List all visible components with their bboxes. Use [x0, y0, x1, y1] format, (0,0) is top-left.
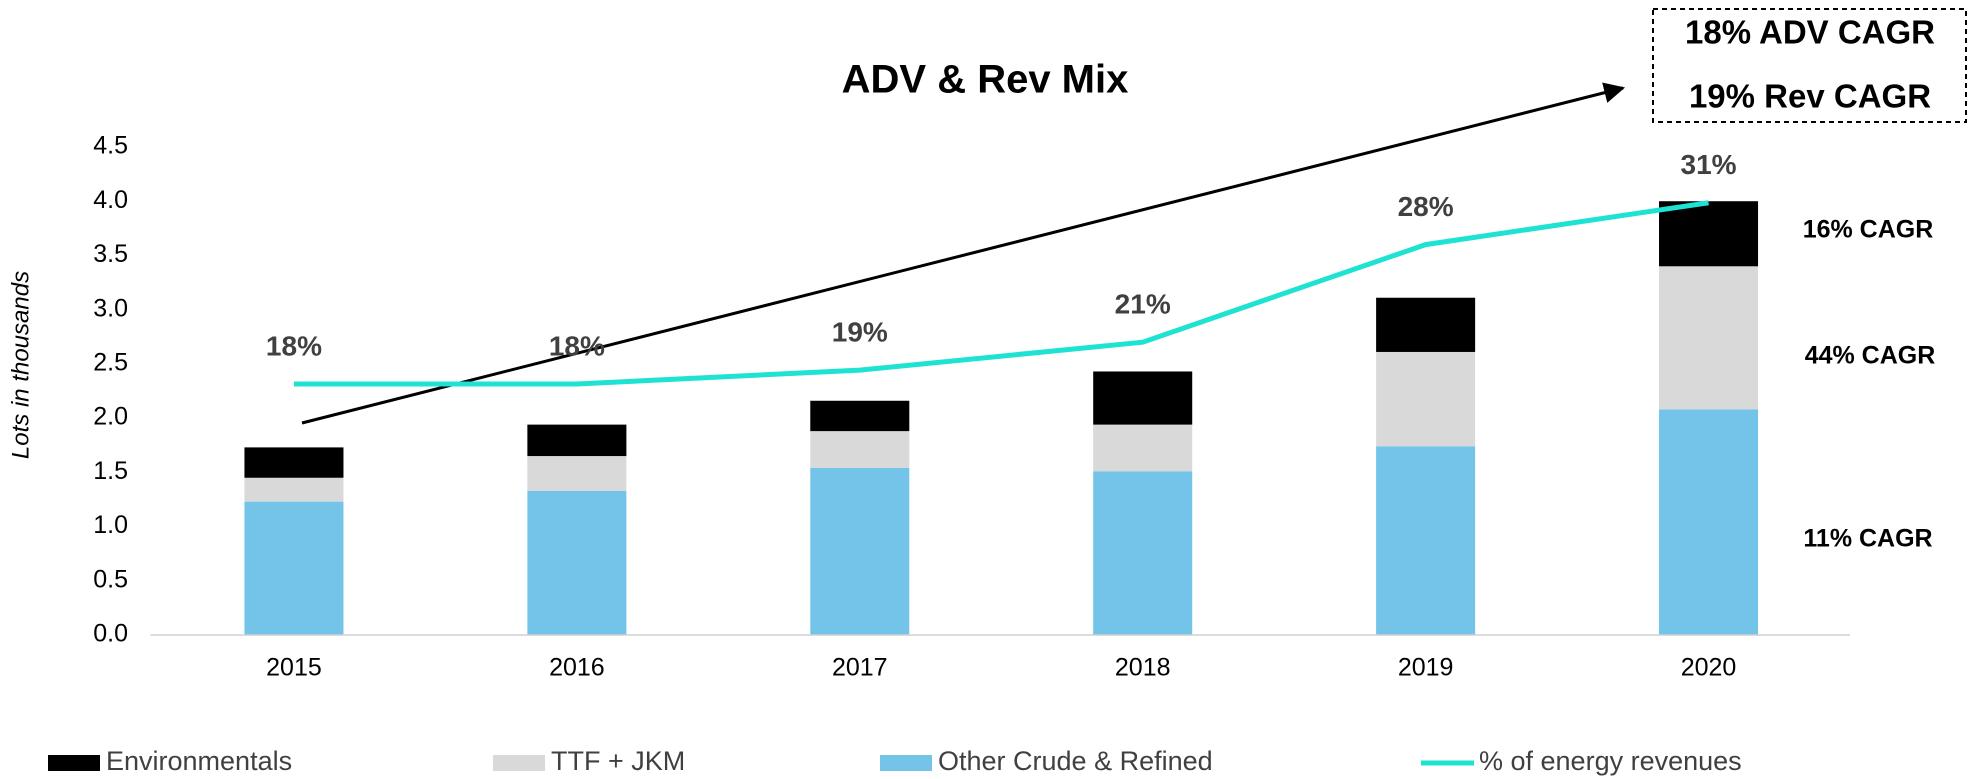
y-tick-label: 4.0 — [93, 186, 128, 214]
y-tick-label: 1.0 — [93, 511, 128, 539]
legend-label: Environmentals — [106, 746, 292, 776]
y-tick-label: 0.5 — [93, 565, 128, 593]
bar — [1376, 446, 1476, 635]
legend-swatch — [880, 755, 932, 771]
annotation: 19% Rev CAGR — [1689, 78, 1931, 115]
data-label: 19% — [832, 316, 888, 347]
y-tick-label: 3.5 — [93, 240, 128, 268]
annotation: 18% ADV CAGR — [1685, 14, 1935, 51]
data-label: 21% — [1115, 289, 1171, 320]
bar — [527, 456, 627, 491]
y-tick-label: 2.5 — [93, 348, 128, 376]
legend-label: % of energy revenues — [1479, 746, 1742, 776]
legend-label: TTF + JKM — [551, 746, 685, 776]
legend-swatch — [48, 755, 100, 771]
legend-swatch — [493, 755, 545, 771]
y-axis-label: Lots in thousands — [7, 271, 34, 459]
bar — [1659, 201, 1759, 267]
bar — [244, 447, 344, 478]
bar — [1376, 351, 1476, 447]
x-tick-label: 2017 — [832, 654, 888, 682]
bar — [244, 477, 344, 502]
line — [293, 200, 1709, 387]
y-tick-label: 1.5 — [93, 457, 128, 485]
x-tick-label: 2018 — [1115, 654, 1171, 682]
bar — [1093, 424, 1193, 472]
annotation: 44% CAGR — [1805, 342, 1936, 370]
bar — [1376, 297, 1476, 352]
annotation-box — [1652, 8, 1967, 123]
annotation: 11% CAGR — [1803, 525, 1932, 553]
bar — [1659, 409, 1759, 635]
x-tick-label: 2015 — [266, 654, 322, 682]
bar — [810, 400, 910, 432]
data-label: 18% — [266, 330, 322, 361]
legend-label: Other Crude & Refined — [938, 746, 1213, 776]
bar — [1093, 371, 1193, 425]
y-tick-label: 2.0 — [93, 403, 128, 431]
y-tick-label: 4.5 — [93, 132, 128, 160]
x-tick-label: 2016 — [549, 654, 605, 682]
bar — [244, 501, 344, 635]
bar — [1093, 471, 1193, 635]
bar — [1659, 266, 1759, 410]
bar — [527, 424, 627, 457]
x-tick-label: 2020 — [1681, 654, 1737, 682]
data-label: 31% — [1681, 149, 1737, 180]
chart-title: ADV & Rev Mix — [842, 58, 1129, 102]
data-label: 18% — [549, 330, 605, 361]
y-tick-label: 3.0 — [93, 294, 128, 322]
bar — [810, 431, 910, 468]
annotation: 16% CAGR — [1803, 216, 1934, 244]
bar — [527, 490, 627, 635]
bar — [810, 467, 910, 635]
data-label: 28% — [1398, 191, 1454, 222]
y-tick-label: 0.0 — [93, 620, 128, 648]
trend-arrow — [301, 82, 1626, 425]
x-tick-label: 2019 — [1398, 654, 1454, 682]
